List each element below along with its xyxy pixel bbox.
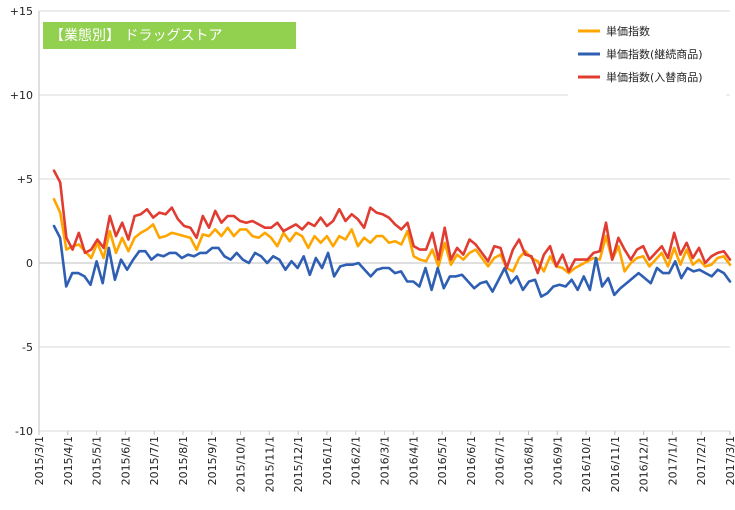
x-tick-label: 2016/3/1 xyxy=(379,436,392,485)
x-tick-label: 2017/3/1 xyxy=(724,436,735,485)
y-axis-tick-labels: -10 -5 0 +5 +10 +15 xyxy=(10,5,33,438)
x-tick-label: 2015/7/1 xyxy=(148,436,161,485)
y-tick-label: +10 xyxy=(10,89,33,102)
x-tick-label: 2015/12/1 xyxy=(292,436,305,492)
x-tick-label: 2016/6/1 xyxy=(465,436,478,485)
series-line-1 xyxy=(52,197,732,275)
x-tick-label: 2016/11/1 xyxy=(609,436,622,492)
series-lines xyxy=(52,169,732,298)
series-line-2 xyxy=(52,224,732,298)
y-tick-label: +5 xyxy=(17,173,33,186)
x-tick-label: 2016/12/1 xyxy=(638,436,651,492)
chart-title-box: 【業態別】 ドラッグストア xyxy=(43,22,296,49)
y-tick-label: +15 xyxy=(10,5,33,18)
x-tick-label: 2015/8/1 xyxy=(177,436,190,485)
x-tick-label: 2017/1/1 xyxy=(666,436,679,485)
x-tick-label: 2015/5/1 xyxy=(91,436,104,485)
legend-label: 単価指数 xyxy=(606,24,650,38)
x-tick-label: 2016/10/1 xyxy=(580,436,593,492)
x-tick-label: 2016/4/1 xyxy=(407,436,420,485)
chart-title: 【業態別】 ドラッグストア xyxy=(50,28,222,44)
x-tick-label: 2016/5/1 xyxy=(436,436,449,485)
x-tick-label: 2015/10/1 xyxy=(235,436,248,492)
chart-title-background xyxy=(43,22,296,49)
x-tick-label: 2015/6/1 xyxy=(119,436,132,485)
x-tick-label: 2015/4/1 xyxy=(62,436,75,485)
x-tick-label: 2016/7/1 xyxy=(494,436,507,485)
y-tick-label: -5 xyxy=(22,341,33,354)
x-tick-label: 2016/8/1 xyxy=(522,436,535,485)
x-tick-label: 2015/3/1 xyxy=(33,436,46,485)
x-tick-label: 2016/1/1 xyxy=(321,436,334,485)
x-tick-label: 2016/2/1 xyxy=(350,436,363,485)
series-line-3 xyxy=(52,169,732,275)
legend-label: 単価指数(継続商品) xyxy=(606,47,703,61)
x-axis-tick-labels: 2015/3/1 2015/4/1 2015/5/1 2015/6/1 2015/7/1… xyxy=(33,436,735,492)
y-tick-label: 0 xyxy=(26,257,33,270)
x-tick-label: 2016/9/1 xyxy=(551,436,564,485)
x-tick-label: 2015/11/1 xyxy=(263,436,276,492)
x-tick-label: 2017/2/1 xyxy=(695,436,708,485)
legend-label: 単価指数(入替商品) xyxy=(606,70,703,84)
x-tick-label: 2015/9/1 xyxy=(206,436,219,485)
y-tick-label: -10 xyxy=(15,425,33,438)
axes xyxy=(38,11,731,435)
